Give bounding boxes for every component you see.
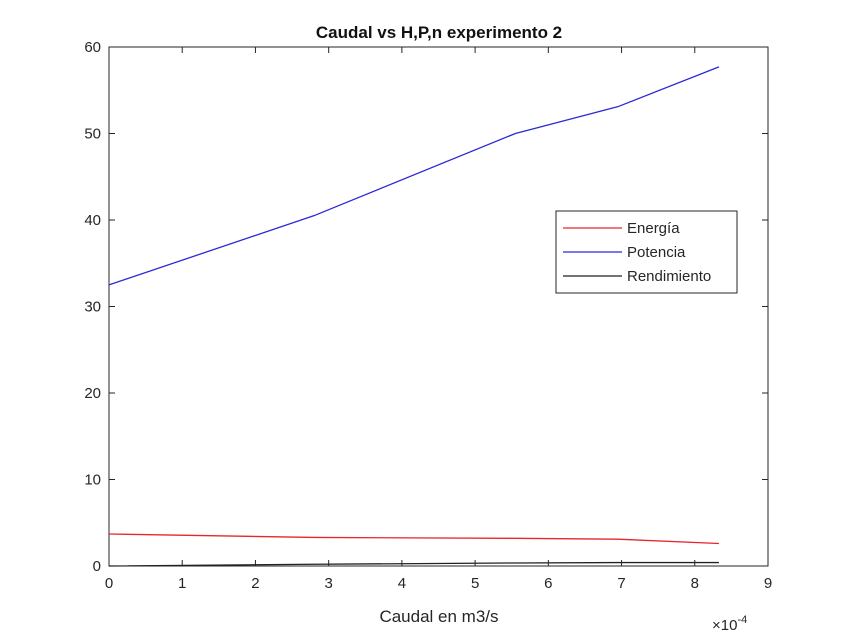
y-tick-label: 20 (84, 385, 101, 402)
series-line-potencia (108, 66, 720, 286)
x-tick-label: 6 (544, 575, 552, 592)
legend-label: Energía (627, 220, 680, 237)
y-tick-label: 0 (93, 558, 101, 575)
legend-label: Potencia (627, 244, 686, 261)
y-tick-label: 10 (84, 472, 101, 489)
x-tick-label: 1 (178, 575, 186, 592)
plot-area (108, 46, 769, 567)
x-exponent: ×10-4 (712, 614, 747, 634)
x-tick-label: 8 (691, 575, 699, 592)
x-tick-label: 9 (764, 575, 772, 592)
x-tick-label: 5 (471, 575, 479, 592)
x-tick-label: 3 (324, 575, 332, 592)
x-tick-label: 4 (398, 575, 406, 592)
legend: Energía Potencia Rendimiento (555, 210, 738, 294)
x-tick-label: 2 (251, 575, 259, 592)
series-line-rendimiento (108, 561, 719, 567)
series-line-energía (108, 533, 719, 545)
x-axis-label: Caudal en m3/s (379, 607, 498, 626)
legend-label: Rendimiento (627, 268, 711, 285)
y-tick-label: 30 (84, 299, 101, 316)
chart-title: Caudal vs H,P,n experimento 2 (316, 23, 562, 42)
y-tick-label: 50 (84, 126, 101, 143)
x-tick-label: 0 (105, 575, 113, 592)
y-tick-label: 60 (84, 39, 101, 56)
x-tick-label: 7 (617, 575, 625, 592)
y-tick-label: 40 (84, 212, 101, 229)
